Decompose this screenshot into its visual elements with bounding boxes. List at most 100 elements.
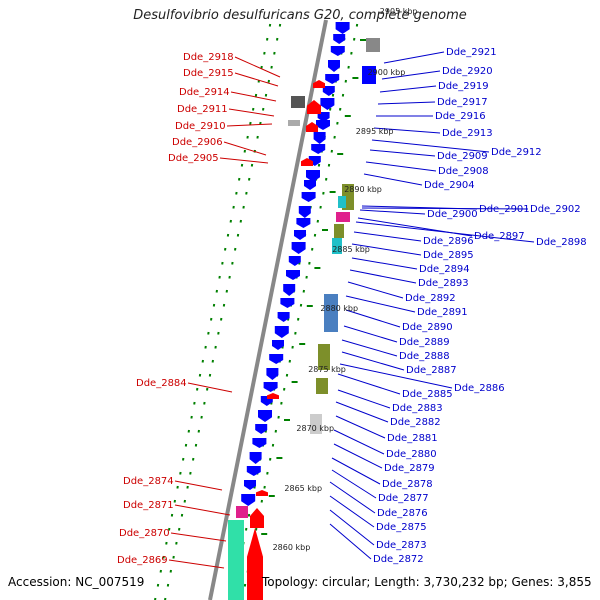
right-label-leader bbox=[371, 139, 490, 153]
scale-label: 2890 kbp bbox=[344, 185, 382, 194]
forward-gene-feature bbox=[307, 100, 321, 114]
reverse-gene-feature bbox=[298, 206, 311, 218]
right-gene-label: Dde_2892 bbox=[405, 293, 456, 304]
left-label-leader bbox=[170, 532, 227, 542]
right-gene-label: Dde_2898 bbox=[536, 237, 587, 248]
right-label-leader bbox=[379, 85, 437, 93]
scale-label: 2905 kbp bbox=[380, 7, 418, 16]
right-label-leader bbox=[329, 523, 372, 560]
right-label-leader bbox=[373, 127, 441, 134]
reverse-gene-feature bbox=[249, 452, 262, 464]
left-label-leader bbox=[234, 72, 279, 87]
right-label-leader bbox=[339, 363, 453, 389]
right-label-leader bbox=[345, 309, 401, 328]
cog-box bbox=[362, 66, 376, 84]
right-gene-label: Dde_2902 bbox=[530, 204, 581, 215]
reverse-gene-feature bbox=[304, 180, 316, 190]
right-gene-label: Dde_2916 bbox=[435, 111, 486, 122]
left-label-leader bbox=[223, 141, 267, 156]
backbone-line bbox=[208, 19, 328, 600]
right-gene-label: Dde_2872 bbox=[373, 554, 424, 565]
scale-label: 2895 kbp bbox=[356, 127, 394, 136]
left-label-leader bbox=[174, 504, 231, 516]
right-label-leader bbox=[365, 161, 437, 172]
right-gene-label: Dde_2904 bbox=[424, 180, 475, 191]
right-gene-label: Dde_2875 bbox=[376, 522, 427, 533]
cog-box bbox=[228, 520, 244, 600]
right-gene-label: Dde_2920 bbox=[442, 66, 493, 77]
right-label-leader bbox=[329, 495, 375, 528]
right-gene-label: Dde_2881 bbox=[387, 433, 438, 444]
reverse-gene-feature bbox=[277, 312, 290, 322]
right-gene-label: Dde_2894 bbox=[419, 264, 470, 275]
right-gene-label: Dde_2921 bbox=[446, 47, 497, 58]
left-label-leader bbox=[226, 123, 273, 127]
right-label-leader bbox=[341, 351, 405, 371]
reverse-gene-feature bbox=[291, 242, 306, 254]
left-label-leader bbox=[187, 382, 233, 393]
reverse-gene-feature bbox=[317, 112, 330, 122]
right-label-leader bbox=[363, 173, 423, 186]
reverse-gene-feature bbox=[252, 438, 267, 448]
right-label-leader bbox=[349, 269, 417, 284]
left-gene-label: Dde_2911 bbox=[177, 104, 228, 115]
forward-gene-feature bbox=[306, 122, 318, 132]
left-gene-label: Dde_2910 bbox=[175, 121, 226, 132]
left-gene-label: Dde_2915 bbox=[183, 68, 234, 79]
right-label-leader bbox=[353, 231, 422, 242]
cog-box bbox=[288, 120, 300, 126]
right-gene-label: Dde_2873 bbox=[376, 540, 427, 551]
right-label-leader bbox=[347, 281, 404, 299]
topology-text: Topology: circular; Length: 3,730,232 bp… bbox=[262, 575, 592, 589]
right-gene-label: Dde_2885 bbox=[402, 389, 453, 400]
right-gene-label: Dde_2897 bbox=[474, 231, 525, 242]
forward-gene-feature bbox=[267, 393, 279, 399]
right-gene-label: Dde_2882 bbox=[390, 417, 441, 428]
reverse-gene-feature bbox=[313, 132, 326, 144]
scale-label: 2865 kbp bbox=[284, 484, 322, 493]
reverse-gene-feature bbox=[333, 34, 346, 44]
right-gene-label: Dde_2909 bbox=[437, 151, 488, 162]
left-label-leader bbox=[174, 480, 223, 491]
forward-gene-feature bbox=[301, 158, 313, 166]
left-label-leader bbox=[234, 56, 281, 78]
reverse-gene-feature bbox=[255, 424, 268, 434]
reverse-gene-feature bbox=[322, 86, 335, 96]
reverse-gene-feature bbox=[269, 354, 284, 364]
right-gene-label: Dde_2891 bbox=[417, 307, 468, 318]
right-gene-label: Dde_2900 bbox=[427, 209, 478, 220]
right-label-leader bbox=[331, 469, 377, 499]
scale-label: 2860 kbp bbox=[273, 543, 311, 552]
right-label-leader bbox=[337, 373, 401, 395]
reverse-gene-feature bbox=[263, 382, 278, 392]
right-gene-label: Dde_2878 bbox=[382, 479, 433, 490]
right-gene-label: Dde_2912 bbox=[491, 147, 542, 158]
right-label-leader bbox=[343, 325, 398, 343]
reverse-gene-feature bbox=[330, 46, 345, 56]
right-label-leader bbox=[329, 509, 375, 546]
left-gene-label: Dde_2914 bbox=[179, 87, 230, 98]
right-gene-label: Dde_2917 bbox=[437, 97, 488, 108]
scale-label: 2875 kbp bbox=[308, 365, 346, 374]
reverse-gene-feature bbox=[335, 22, 350, 34]
right-gene-label: Dde_2896 bbox=[423, 236, 474, 247]
left-gene-label: Dde_2870 bbox=[119, 528, 170, 539]
right-label-leader bbox=[381, 70, 441, 80]
cog-box bbox=[236, 506, 248, 518]
left-gene-label: Dde_2871 bbox=[123, 500, 174, 511]
scale-label: 2880 kbp bbox=[320, 304, 358, 313]
left-gene-label: Dde_2905 bbox=[168, 153, 219, 164]
right-gene-label: Dde_2876 bbox=[377, 508, 428, 519]
right-gene-label: Dde_2889 bbox=[399, 337, 450, 348]
cog-box bbox=[310, 414, 322, 434]
reverse-gene-feature bbox=[301, 192, 316, 202]
cog-box bbox=[332, 238, 342, 254]
right-label-leader bbox=[345, 295, 416, 313]
reverse-gene-feature bbox=[280, 298, 295, 308]
reverse-gene-feature bbox=[311, 144, 326, 154]
scale-label: 2870 kbp bbox=[296, 424, 334, 433]
accession-text: Accession: NC_007519 bbox=[8, 575, 145, 589]
right-gene-label: Dde_2880 bbox=[386, 449, 437, 460]
reverse-gene-feature bbox=[306, 170, 320, 182]
